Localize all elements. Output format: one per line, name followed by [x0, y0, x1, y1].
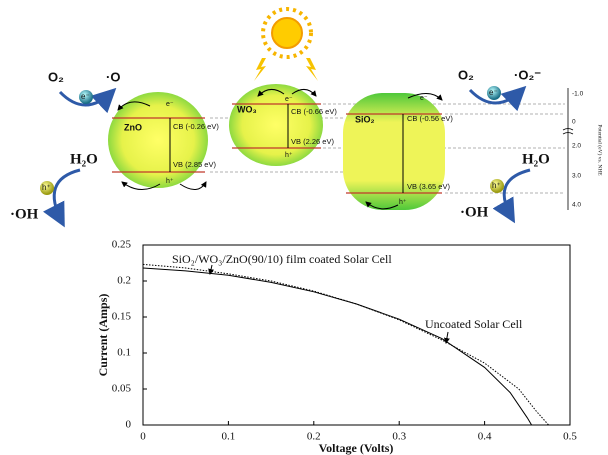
x-tick-label: 0.1 — [222, 431, 236, 443]
y-tick-label: 0 — [126, 419, 132, 431]
vb-label: VB (2.85 eV) — [173, 160, 216, 169]
semiconductor-name: ZnO — [124, 122, 142, 132]
x-axis-title: Voltage (Volts) — [319, 441, 394, 455]
x-tick-label: 0.5 — [563, 431, 577, 443]
semiconductor-name: WO₃ — [237, 104, 257, 114]
reactant: H₂O — [70, 151, 98, 167]
plot-frame — [143, 245, 570, 425]
product: ·O₂⁻ — [514, 67, 541, 82]
product: ·OH — [460, 204, 489, 220]
vb-label: VB (2.26 eV) — [291, 137, 334, 146]
sun — [254, 9, 318, 81]
label-arrow — [446, 332, 448, 343]
y-tick-label: 0.15 — [112, 311, 132, 323]
hole: h⁺ — [399, 199, 407, 206]
product: ·OH — [10, 206, 39, 222]
electron: e⁻ — [420, 95, 428, 102]
y-tick-label: 0.1 — [117, 347, 131, 359]
axis-tick-label: 4.0 — [572, 202, 581, 209]
axis-tick-label: 2.0 — [572, 143, 581, 150]
carrier: h⁺ — [42, 183, 51, 192]
semiconductor-name: SiO₂ — [355, 114, 375, 124]
series-label: Uncoated Solar Cell — [425, 317, 523, 331]
wo3-sphere — [229, 84, 323, 166]
cb-label: CB (-0.66 eV) — [291, 107, 337, 116]
series-label: SiO₂/WO₃/ZnO(90/10) film coated Solar Ce… — [172, 252, 392, 266]
iv-chart: Voltage (Volts) Current (Amps) — [96, 245, 570, 455]
sio2-block — [343, 93, 445, 210]
x-tick-label: 0.3 — [392, 431, 406, 443]
reactant: O₂ — [458, 67, 474, 82]
reactant: H₂O — [522, 151, 550, 167]
x-tick-label: 0.4 — [478, 431, 492, 443]
iv-curve — [143, 268, 532, 425]
axis-tick-label: 3.0 — [572, 173, 581, 180]
zno-sphere — [108, 92, 208, 190]
y-tick-label: 0.2 — [117, 275, 131, 287]
electron: e⁻ — [166, 101, 174, 108]
product: ·O — [106, 69, 120, 84]
hole: h⁺ — [166, 178, 174, 185]
figure: O₂ e⁻ ·O O₂ e⁻ ·O₂⁻ H₂O h⁺ ·OH H₂O h⁺ ·O… — [0, 0, 608, 455]
cb-label: CB (-0.56 eV) — [407, 114, 453, 123]
axis-tick-label: 0 — [572, 119, 576, 126]
iv-curve — [143, 264, 549, 425]
carrier: e⁻ — [489, 88, 498, 97]
carrier: e⁻ — [81, 92, 90, 101]
x-tick-label: 0.2 — [307, 431, 321, 443]
electron: e⁻ — [285, 96, 293, 103]
reactant: O₂ — [48, 69, 64, 84]
label-arrow — [210, 265, 212, 274]
cb-label: CB (-0.26 eV) — [173, 122, 219, 131]
y-tick-label: 0.05 — [112, 383, 132, 395]
x-tick-label: 0 — [140, 431, 146, 443]
axis-tick-label: -1.0 — [572, 91, 584, 98]
carrier: h⁺ — [492, 181, 501, 190]
y-axis-title: Current (Amps) — [96, 294, 110, 377]
axis-title: Potential (eV) vs. NHE — [597, 124, 604, 176]
vb-label: VB (3.65 eV) — [407, 182, 450, 191]
hole: h⁺ — [285, 152, 293, 159]
y-tick-label: 0.25 — [112, 239, 132, 251]
